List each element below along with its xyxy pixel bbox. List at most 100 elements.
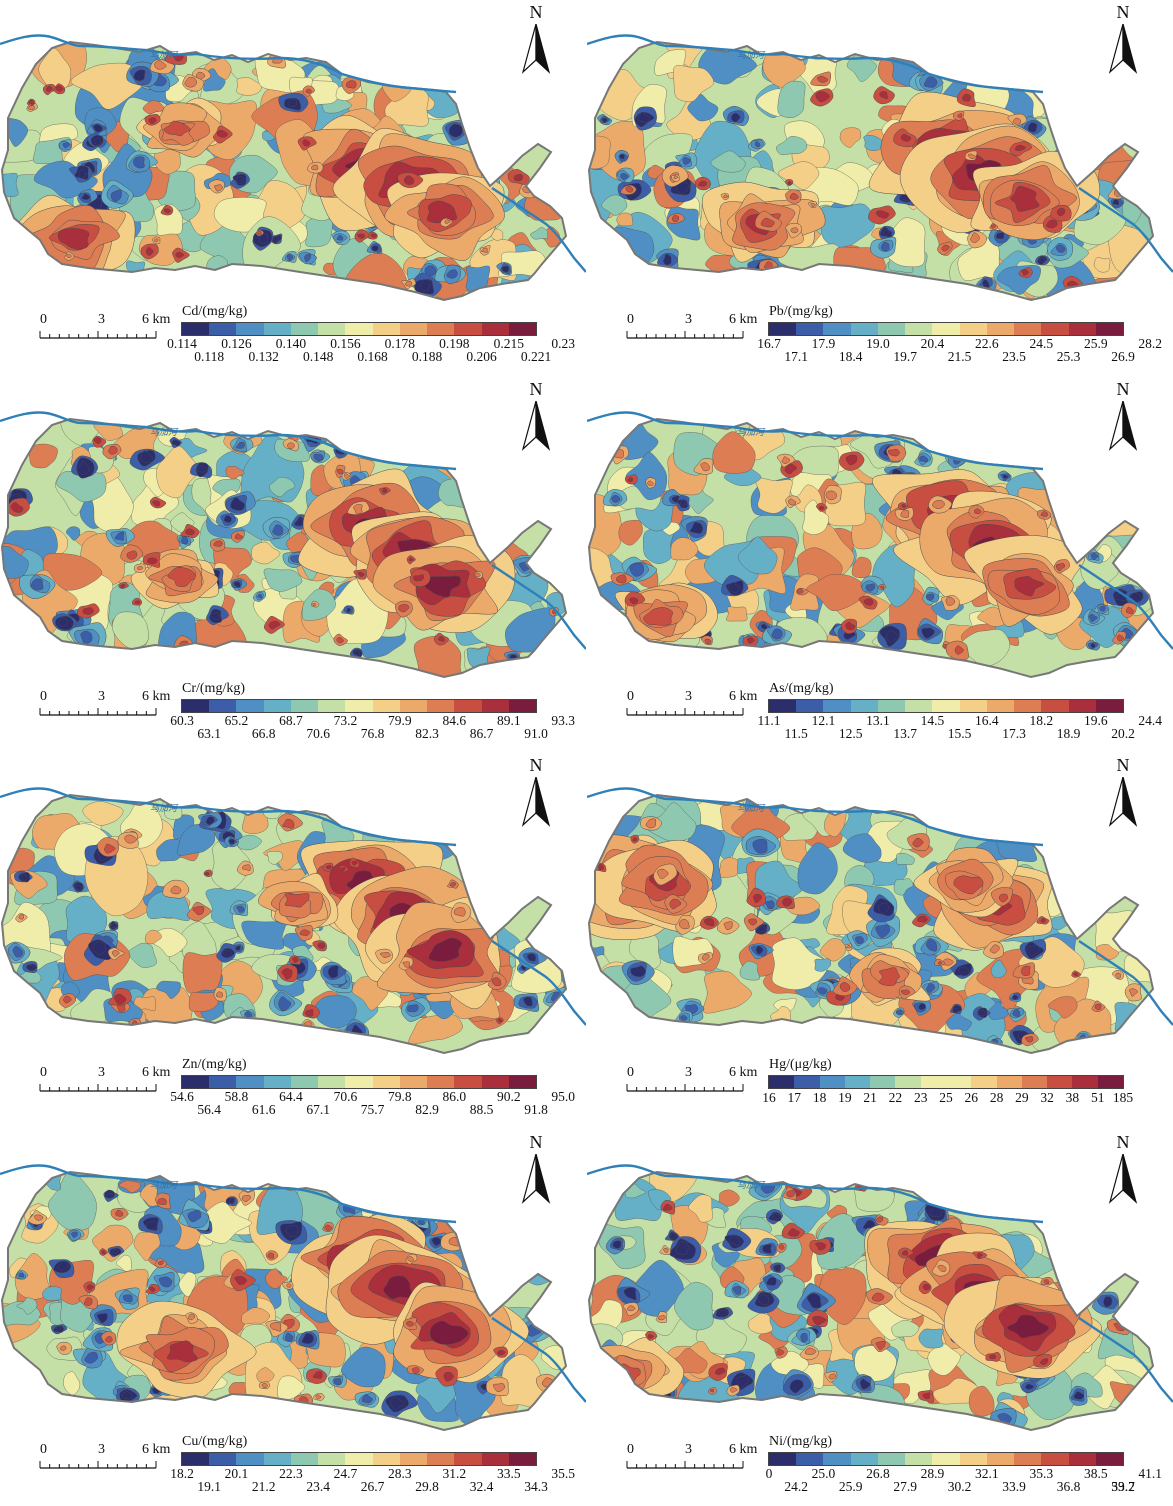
contour-map-cu: 乌加河 xyxy=(0,1163,586,1431)
legend-swatch xyxy=(823,323,851,335)
legend-swatch xyxy=(372,323,400,335)
north-arrow-icon xyxy=(521,1153,551,1204)
legend-tick-label: 185 xyxy=(1112,1090,1134,1105)
legend: Cr/(mg/kg) 60.3 65.2 68.7 73.2 79.9 84.6 89.1 93… xyxy=(170,681,575,741)
legend-swatch xyxy=(796,1452,824,1465)
legend-tick-label: 18.9 xyxy=(1056,725,1081,741)
scale-tick-label: 6 km xyxy=(142,688,171,704)
legend-color-ramp xyxy=(181,1075,537,1089)
legend-tick-label: 11.1 xyxy=(757,712,781,728)
legend-swatch xyxy=(945,1076,972,1088)
legend: Cd/(mg/kg) 0.114 0.126 0.140 0.156 0.178 0.198… xyxy=(167,304,575,364)
scale-tick-label: 3 xyxy=(685,1065,692,1080)
legend-tick-label: 86.7 xyxy=(469,725,494,741)
north-label: N xyxy=(529,1131,543,1152)
legend-swatch xyxy=(1095,1452,1124,1465)
legend-swatch xyxy=(769,323,797,335)
legend-tick-label: 84.6 xyxy=(442,712,467,728)
scale-bar: 0 3 6 km xyxy=(38,1442,178,1472)
legend-color-ramp xyxy=(768,322,1124,336)
map-panel-cr: 乌加河 N 0 3 6 km Cr/(mg/kg) 60.3 65.2 68.7 73.2 79.9… xyxy=(0,377,586,753)
legend-swatch xyxy=(823,699,851,712)
legend-tick-label: 18.2 xyxy=(170,1465,194,1481)
river-line xyxy=(0,787,586,1026)
legend-tick-label: 79.8 xyxy=(388,1089,412,1104)
legend-swatch xyxy=(182,1452,210,1465)
legend-tick-label: 56.4 xyxy=(197,1102,222,1117)
scale-bar: 0 3 6 km xyxy=(38,689,178,719)
legend-swatch xyxy=(345,323,373,335)
river-line xyxy=(587,787,1173,1026)
legend-tick-label: 86.0 xyxy=(442,1089,467,1104)
legend-tick-label: 24.4 xyxy=(1138,712,1163,728)
legend-tick-label: 32 xyxy=(1040,1090,1054,1105)
legend-tick-label: 18.4 xyxy=(838,349,863,364)
north-arrow-icon xyxy=(1108,400,1138,451)
legend-swatch xyxy=(427,1076,455,1088)
north-arrow: N xyxy=(516,2,556,74)
legend-swatch xyxy=(905,699,933,712)
legend-tick-label: 38.5 xyxy=(1083,1465,1108,1481)
legend-tick-label: 54.6 xyxy=(170,1089,194,1104)
legend-tick-label: 19.1 xyxy=(197,1478,222,1494)
legend-tick-label: 12.1 xyxy=(811,712,836,728)
legend-swatch xyxy=(986,1452,1015,1465)
legend-tick-label: 27.9 xyxy=(893,1478,917,1494)
legend-swatch xyxy=(427,323,455,335)
river-label: 乌加河 xyxy=(737,803,766,814)
contour-map-ni: 乌加河 xyxy=(587,1163,1173,1431)
legend-tick-label: 25.0 xyxy=(811,1465,836,1481)
legend-swatch xyxy=(844,1076,871,1088)
legend-swatch xyxy=(986,699,1015,712)
north-arrow: N xyxy=(1103,379,1143,451)
legend-swatch xyxy=(454,699,482,712)
contour-map-cr: 乌加河 xyxy=(0,410,586,678)
scale-tick-label: 3 xyxy=(685,312,692,327)
legend-swatch xyxy=(236,1076,264,1088)
legend-tick-label: 18 xyxy=(812,1090,827,1105)
legend-swatch xyxy=(372,1076,400,1088)
legend-tick-label: 34.3 xyxy=(524,1478,548,1494)
legend-tick-label: 24.2 xyxy=(784,1478,809,1494)
legend-swatch xyxy=(1068,1452,1096,1465)
legend-tick-label: 19.6 xyxy=(1083,712,1108,728)
north-arrow: N xyxy=(1103,1132,1143,1204)
legend-tick-label: 95.0 xyxy=(551,1089,576,1104)
legend-tick-label: 0.132 xyxy=(248,349,279,364)
legend-tick-label: 31.2 xyxy=(442,1465,467,1481)
legend-color-ramp xyxy=(768,698,1124,713)
river-label: 乌加河 xyxy=(150,427,179,438)
legend-tick-label: 0.118 xyxy=(194,349,225,364)
legend-tick-label: 76.8 xyxy=(360,725,385,741)
legend-tick-label: 29 xyxy=(1015,1090,1029,1105)
scale-bar: 0 3 6 km xyxy=(38,312,178,342)
scale-tick-label: 0 xyxy=(40,688,47,704)
legend-tick-label: 14.5 xyxy=(920,712,945,728)
legend-tick-label: 0.156 xyxy=(330,336,361,351)
legend-swatch xyxy=(182,699,210,712)
legend-tick-label: 15.5 xyxy=(947,725,972,741)
legend-tick-label: 38 xyxy=(1065,1090,1080,1105)
legend-title: Ni/(mg/kg) xyxy=(769,1433,832,1449)
legend-swatch xyxy=(209,323,237,335)
legend: As/(mg/kg) 11.1 12.1 13.1 14.5 16.4 18.2 19.6 24… xyxy=(757,681,1162,741)
north-arrow: N xyxy=(516,1132,556,1204)
legend-swatch xyxy=(895,1076,921,1088)
map-panel-hg: 乌加河 N 0 3 6 km Hg/(μg/kg) 16 17 18 19 21 22 23 25 26 28… xyxy=(587,753,1173,1129)
north-label: N xyxy=(1116,1131,1130,1152)
legend-tick-label: 22 xyxy=(888,1090,903,1105)
legend-tick-label: 91.8 xyxy=(524,1102,548,1117)
legend-tick-label: 51 xyxy=(1090,1090,1105,1105)
legend-swatch xyxy=(318,1452,346,1465)
legend-tick-label: 79.9 xyxy=(388,712,412,728)
legend-swatch xyxy=(959,1452,987,1465)
legend-tick-label: 0.221 xyxy=(520,349,552,364)
legend-swatch xyxy=(877,323,906,335)
legend-swatch xyxy=(796,323,824,335)
legend-tick-label: 91.0 xyxy=(524,725,548,741)
river-line xyxy=(587,410,1173,650)
legend-swatch xyxy=(971,1076,997,1088)
legend-swatch xyxy=(345,1076,373,1088)
legend-swatch xyxy=(1014,1452,1042,1465)
map-panel-cu: 乌加河 N 0 3 6 km Cu/(mg/kg) 18.2 20.1 22.3 24.7 28.3… xyxy=(0,1130,586,1506)
